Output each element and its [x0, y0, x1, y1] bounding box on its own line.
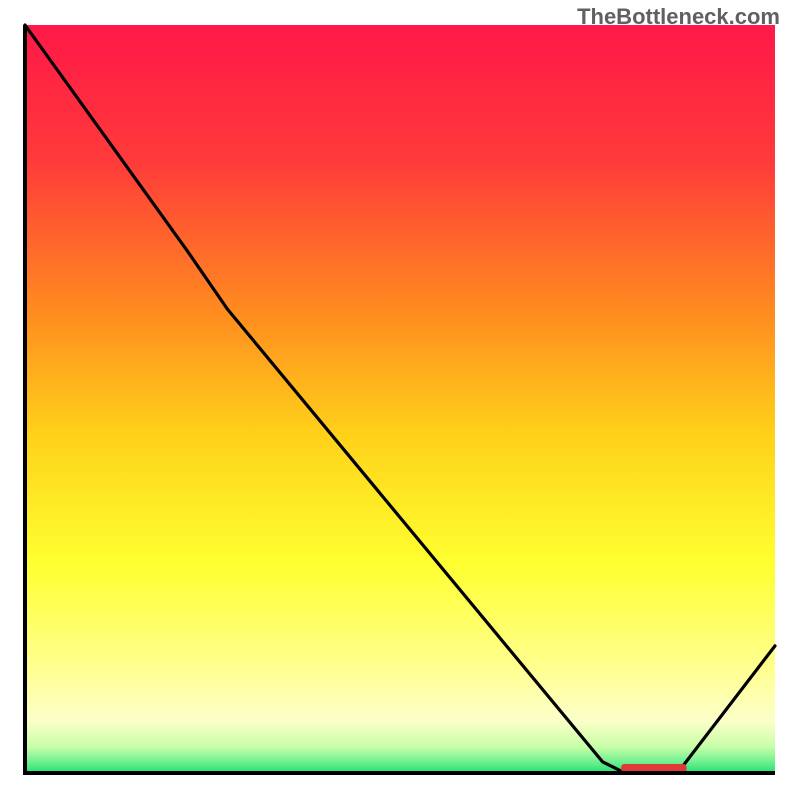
plot-background [25, 25, 775, 773]
bottleneck-chart: TheBottleneck.com [0, 0, 800, 800]
chart-svg [0, 0, 800, 800]
watermark-text: TheBottleneck.com [577, 4, 780, 30]
